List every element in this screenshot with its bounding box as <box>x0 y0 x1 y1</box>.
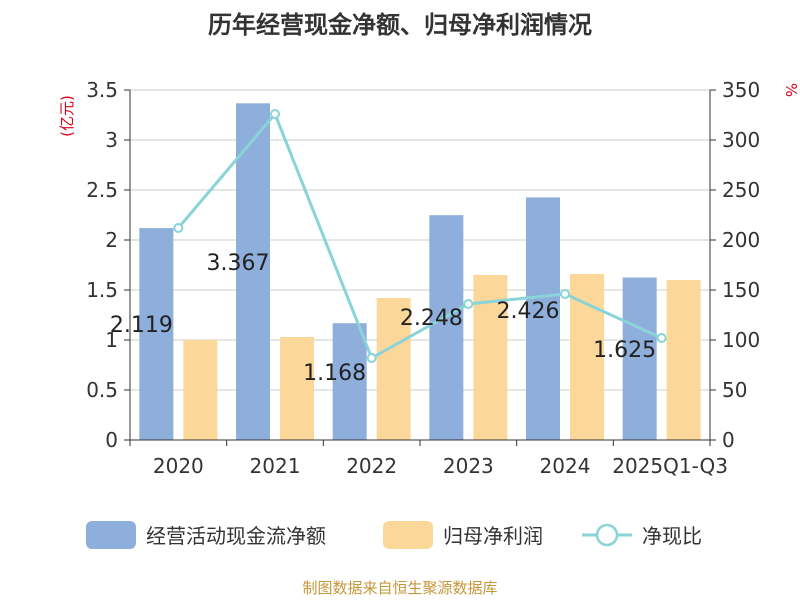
axes: 0 0.5 1 1.5 2 2.5 3 3.5 0 50 100 150 200 250 300 350 202… <box>86 78 760 478</box>
legend: 经营活动现金流净额 归母净利润 净现比 <box>86 521 702 549</box>
data-label-cashflow: 2.119 <box>110 313 173 338</box>
y-left-axis-label: (亿元) <box>58 95 76 137</box>
y-left-tick-label: 0 <box>105 428 118 452</box>
bar-net-profit <box>280 337 314 440</box>
y-left-tick-label: 2 <box>105 228 118 252</box>
y-right-tick-label: 250 <box>722 178 760 202</box>
x-tick-label: 2020 <box>153 454 204 478</box>
ratio-point <box>560 289 570 299</box>
legend-label-cashflow: 经营活动现金流净额 <box>146 524 326 548</box>
ratio-line <box>177 111 663 361</box>
y-left-tick-label: 1.5 <box>86 278 118 302</box>
y-right-tick-label: 350 <box>722 78 760 102</box>
bar-cashflow <box>429 215 464 440</box>
bar-net-profit <box>376 298 411 440</box>
line-series <box>173 109 667 363</box>
ratio-point <box>270 109 280 119</box>
x-tick-label: 2022 <box>346 454 397 478</box>
y-left-tick-label: 1 <box>105 328 118 352</box>
data-label-cashflow: 3.367 <box>207 251 270 276</box>
data-labels: 2.119 3.367 1.168 2.248 2.426 1.625 <box>110 251 656 386</box>
legend-label-ratio: 净现比 <box>642 524 702 548</box>
data-label-cashflow: 1.625 <box>593 338 656 363</box>
y-right-tick-label: 0 <box>722 428 735 452</box>
ratio-point <box>366 353 377 363</box>
bar-cashflow <box>139 228 174 440</box>
ratio-point <box>656 333 667 343</box>
x-tick-label: 2021 <box>250 454 301 478</box>
y-left-tick-label: 3 <box>105 128 118 152</box>
legend-label-net-profit: 归母净利润 <box>443 524 543 548</box>
legend-swatch-net-profit <box>383 521 433 549</box>
data-label-cashflow: 2.426 <box>497 299 560 324</box>
bar-net-profit <box>666 280 701 440</box>
source-note: 制图数据来自恒生聚源数据库 <box>302 579 497 597</box>
legend-swatch-cashflow <box>86 521 136 549</box>
bar-cashflow <box>236 103 270 441</box>
data-label-cashflow: 2.248 <box>400 306 463 331</box>
bar-cashflow <box>526 197 560 440</box>
y-right-tick-label: 300 <box>722 128 760 152</box>
ratio-point <box>463 299 474 309</box>
x-tick-label: 2025Q1-Q3 <box>612 454 728 478</box>
x-tick-label: 2024 <box>540 454 591 478</box>
y-right-tick-label: 150 <box>722 278 760 302</box>
bar-cashflow <box>332 323 367 440</box>
grid-lines <box>130 89 710 391</box>
y-left-tick-label: 0.5 <box>86 378 118 402</box>
y-right-tick-label: 50 <box>722 378 747 402</box>
bar-net-profit <box>183 340 218 440</box>
bar-cashflow <box>622 277 657 440</box>
data-label-cashflow: 1.168 <box>303 361 366 386</box>
y-right-axis-label: % <box>782 83 800 97</box>
y-left-tick-label: 2.5 <box>86 178 118 202</box>
y-left-tick-label: 3.5 <box>86 78 118 102</box>
bar-series <box>139 103 701 441</box>
y-right-tick-label: 200 <box>722 228 760 252</box>
legend-swatch-ratio-marker <box>595 523 619 547</box>
ratio-point <box>173 223 184 233</box>
chart-title: 历年经营现金净额、归母净利润情况 <box>208 11 592 39</box>
bar-net-profit <box>570 274 604 440</box>
y-right-tick-label: 100 <box>722 328 760 352</box>
x-tick-label: 2023 <box>443 454 494 478</box>
